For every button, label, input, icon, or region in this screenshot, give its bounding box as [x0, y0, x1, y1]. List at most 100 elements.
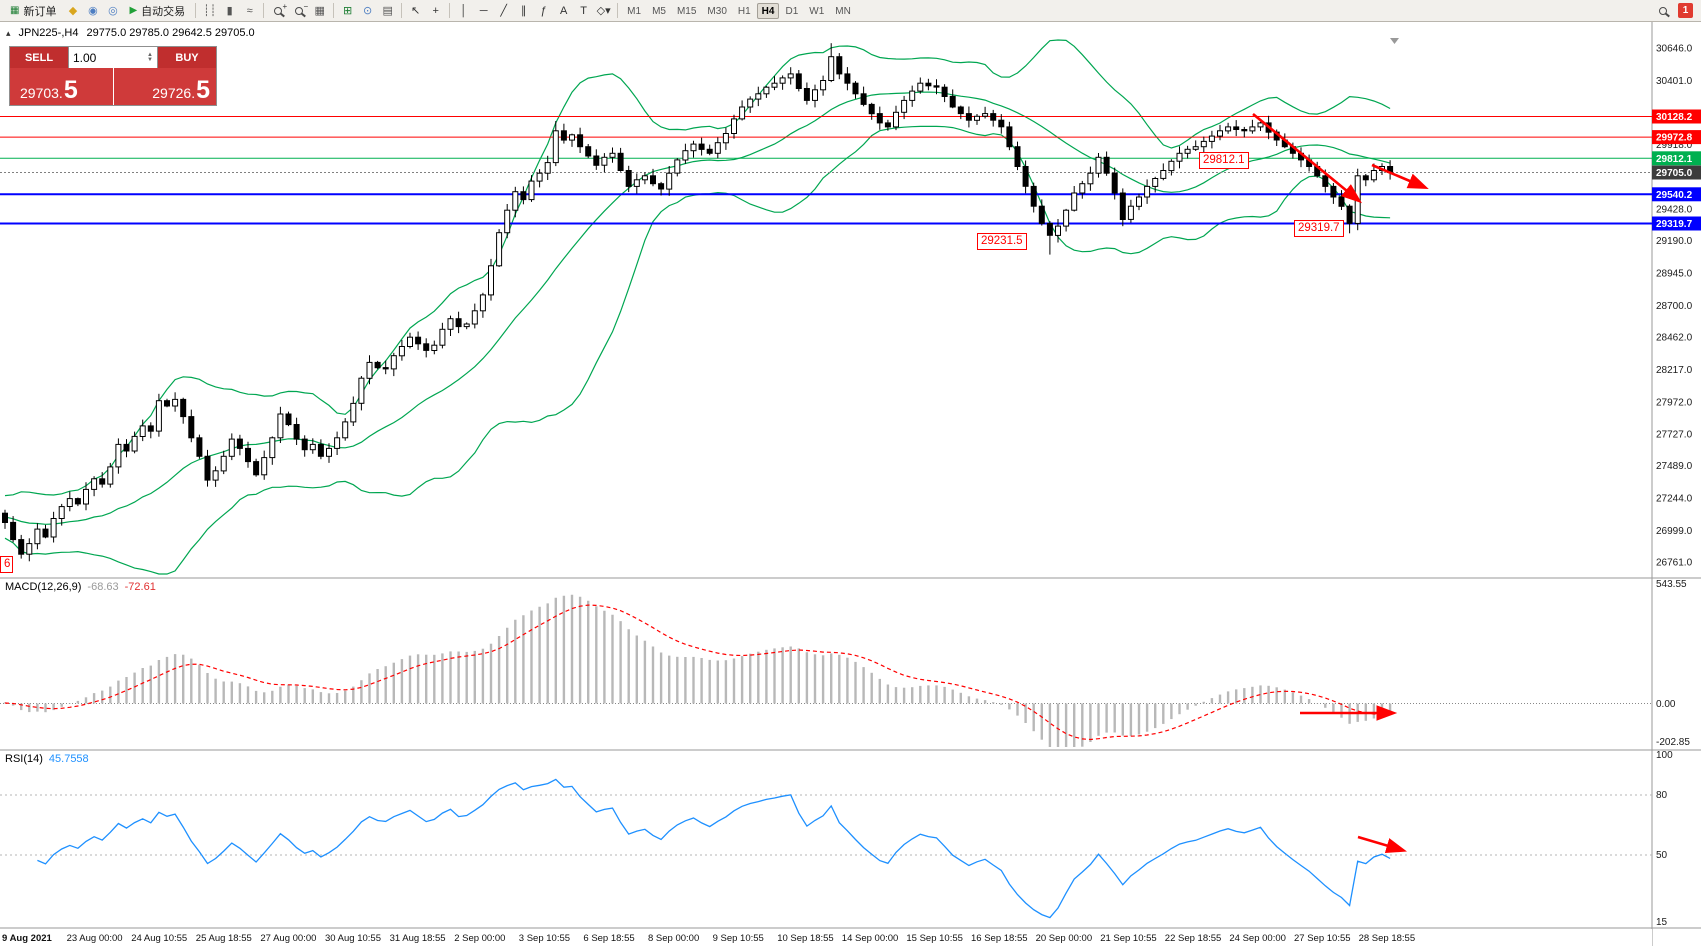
- one-click-trading-panel: SELL 1.00 ▲ ▼ BUY 29703. 5 29726. 5: [9, 46, 217, 106]
- volume-input[interactable]: 1.00 ▲ ▼: [68, 47, 158, 68]
- indicators-list-icon[interactable]: ⊞: [343, 5, 353, 17]
- price-axis-label: 29428.0: [1656, 205, 1693, 216]
- timeframe-d1[interactable]: D1: [785, 5, 799, 17]
- horizontal-line-icon[interactable]: ─: [479, 4, 488, 17]
- price-tag: [1652, 151, 1701, 166]
- zoom-in-icon[interactable]: +: [268, 2, 288, 20]
- crosshair-icon[interactable]: +: [432, 4, 439, 17]
- chart-background: [0, 22, 1701, 946]
- templates-icon[interactable]: ▤: [382, 5, 393, 17]
- time-axis-label: 24 Aug 10:55: [131, 933, 187, 944]
- macd-axis-label: -202.85: [1656, 737, 1690, 748]
- buy-price[interactable]: 29726. 5: [112, 68, 217, 105]
- toolbar-separator: [333, 3, 335, 18]
- price-tag: [1652, 109, 1701, 124]
- autotrading-button[interactable]: ▶ 自动交易: [129, 5, 186, 18]
- text-label-icon[interactable]: T: [580, 4, 588, 17]
- price-tag: [1652, 216, 1701, 231]
- timeframe-m1[interactable]: M1: [627, 5, 642, 17]
- bars-chart-type-icon[interactable]: ┊┊: [203, 5, 217, 17]
- price-annotation-box[interactable]: 29812.1: [1199, 152, 1249, 169]
- price-axis-label: 27244.0: [1656, 494, 1693, 505]
- rsi-axis-label: 100: [1656, 750, 1673, 761]
- time-axis-label: 21 Sep 10:55: [1100, 933, 1157, 944]
- time-axis-label: 2 Sep 00:00: [454, 933, 505, 944]
- chart-shift-marker: [1390, 38, 1399, 44]
- price-axis-label: 29190.0: [1656, 236, 1693, 247]
- rsi-indicator-label: RSI(14) 45.7558: [5, 753, 89, 765]
- toolbar-separator: [617, 3, 619, 18]
- line-chart-type-icon[interactable]: ≈: [246, 4, 253, 17]
- sell-button[interactable]: SELL: [10, 47, 68, 68]
- market-watch-icon[interactable]: ◆: [68, 5, 78, 17]
- trend-arrow-right[interactable]: [1371, 163, 1429, 190]
- macd-signal-line: [4, 604, 1391, 741]
- price-axis-label: 28462.0: [1656, 333, 1693, 344]
- price-axis-label: 26761.0: [1656, 558, 1693, 569]
- equidistant-channel-icon[interactable]: ∥: [520, 5, 527, 17]
- timeframe-h1[interactable]: H1: [737, 5, 751, 17]
- period-selector-icon[interactable]: ⊙: [363, 5, 373, 17]
- price-annotation-box[interactable]: 29319.7: [1294, 220, 1344, 237]
- text-icon[interactable]: A: [559, 4, 568, 17]
- timeframe-h4[interactable]: H4: [756, 2, 780, 19]
- chart-symbol-period: JPN225-,H4: [18, 27, 79, 39]
- toolbar-separator: [263, 3, 265, 18]
- price-tag: [1652, 130, 1701, 145]
- trade-panel-prices: 29703. 5 29726. 5: [10, 68, 216, 105]
- volume-value: 1.00: [73, 50, 97, 65]
- price-tag: [1652, 187, 1701, 202]
- trendline-icon[interactable]: ╱: [500, 5, 507, 17]
- candlestick-chart-type-icon[interactable]: ▮: [226, 5, 233, 17]
- timeframe-m30[interactable]: M30: [707, 5, 727, 17]
- price-tag-label: 29812.1: [1656, 154, 1693, 165]
- timeframe-w1[interactable]: W1: [809, 5, 825, 17]
- price-annotation-box[interactable]: 29231.5: [977, 233, 1027, 250]
- time-axis-label: 14 Sep 00:00: [842, 933, 899, 944]
- search-icon[interactable]: [1653, 2, 1673, 20]
- navigator-icon[interactable]: ◎: [108, 5, 118, 17]
- timeframe-m15[interactable]: M15: [676, 5, 697, 17]
- timeframe-m5[interactable]: M5: [652, 5, 666, 17]
- zoom-out-icon[interactable]: −: [289, 2, 309, 20]
- trend-arrow-down[interactable]: [1252, 112, 1363, 204]
- price-tag-label: 29972.8: [1656, 133, 1693, 144]
- data-window-icon[interactable]: ◉: [88, 5, 98, 17]
- macd-histogram: [3, 594, 1392, 747]
- buy-button[interactable]: BUY: [158, 47, 216, 68]
- rsi-axis-label: 80: [1656, 790, 1668, 801]
- toolbar-separator: [449, 3, 451, 18]
- new-order-button[interactable]: ▦ 新订单: [10, 5, 57, 18]
- macd-indicator-label: MACD(12,26,9) -68.63 -72.61: [5, 581, 156, 593]
- time-axis[interactable]: [0, 929, 1652, 946]
- toolbar: ▦ 新订单 ◆ ◉ ◎ ▶ 自动交易 ┊┊ ▮ ≈ + − ▦ ⊞ ⊙ ▤ ↖ + │ ─ ╱ ∥ ƒ A T ◇▾ M1 M5 M15…: [0, 0, 1701, 22]
- sell-price[interactable]: 29703. 5: [20, 76, 78, 104]
- chart-window-icon: ▴: [6, 27, 11, 38]
- cursor-icon[interactable]: ↖: [411, 5, 421, 17]
- fibonacci-retracement-icon[interactable]: ƒ: [540, 4, 547, 17]
- price-tag-label: 30128.2: [1656, 112, 1693, 123]
- volume-stepper[interactable]: ▲ ▼: [147, 51, 153, 63]
- time-axis-label: 9 Sep 10:55: [713, 933, 764, 944]
- time-axis-label: 16 Sep 18:55: [971, 933, 1028, 944]
- time-axis-label: 22 Sep 18:55: [1165, 933, 1222, 944]
- candles-series: [2, 43, 1394, 562]
- price-axis-label: 28700.0: [1656, 301, 1693, 312]
- notifications-badge[interactable]: 1: [1678, 3, 1693, 18]
- rsi-axis-label: 50: [1656, 850, 1668, 861]
- chart-ohlc-values: 29775.0 29785.0 29642.5 29705.0: [86, 27, 255, 39]
- rsi-line: [37, 778, 1391, 919]
- vertical-line-icon[interactable]: │: [460, 4, 468, 17]
- price-axis-label: 30401.0: [1656, 76, 1693, 87]
- price-tag-label: 29540.2: [1656, 190, 1693, 201]
- left-edge-annotation-box[interactable]: 6: [0, 556, 13, 573]
- price-axis-label: 26999.0: [1656, 526, 1693, 537]
- tile-windows-icon[interactable]: ▦: [314, 5, 325, 17]
- macd-axis-label: 0.00: [1656, 699, 1676, 710]
- rsi-arrow[interactable]: [1357, 835, 1407, 854]
- time-axis-label: 9 Aug 2021: [2, 933, 53, 944]
- time-axis-label: 6 Sep 18:55: [583, 933, 634, 944]
- shapes-dropdown-icon[interactable]: ◇▾: [596, 5, 611, 17]
- timeframe-mn[interactable]: MN: [835, 5, 851, 17]
